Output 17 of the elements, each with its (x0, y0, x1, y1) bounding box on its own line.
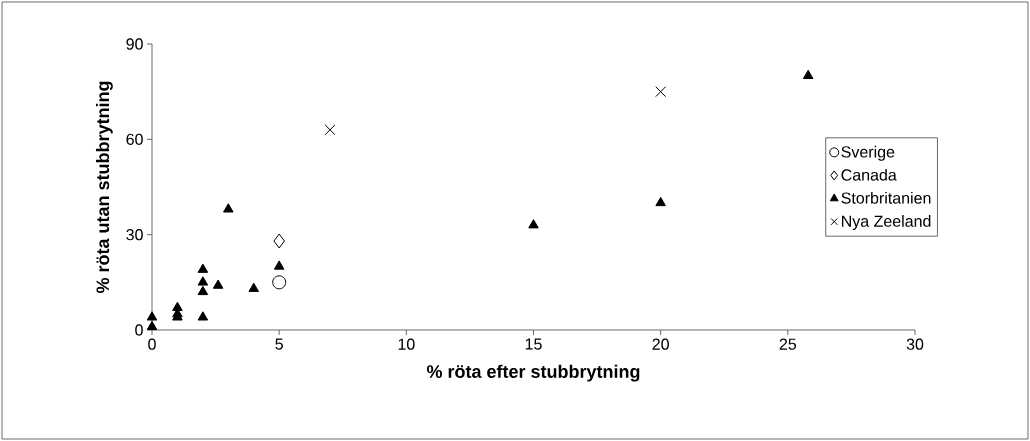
x-tick-label: 15 (525, 338, 542, 350)
x-tick-label: 5 (275, 338, 283, 350)
legend-label: Sverige (841, 145, 895, 161)
x-tick-label: 25 (779, 338, 797, 350)
y-tick-label: 0 (135, 324, 143, 336)
y-tick-label: 60 (126, 133, 143, 145)
y-tick-label: 90 (126, 38, 143, 50)
y-tick-label: 30 (126, 229, 143, 241)
legend-label: Storbritanien (841, 192, 931, 204)
x-axis-title: % röta efter stubbrytning (426, 364, 640, 382)
x-tick-label: 30 (906, 338, 924, 350)
legend-label: Nya Zeeland (842, 215, 931, 231)
y-axis-title: % röta utan stubbrytning (95, 81, 113, 294)
x-tick-label: 20 (652, 338, 669, 350)
x-tick-label: 0 (148, 338, 156, 350)
legend-label: Canada (841, 168, 897, 181)
x-tick-label: 10 (398, 338, 415, 350)
